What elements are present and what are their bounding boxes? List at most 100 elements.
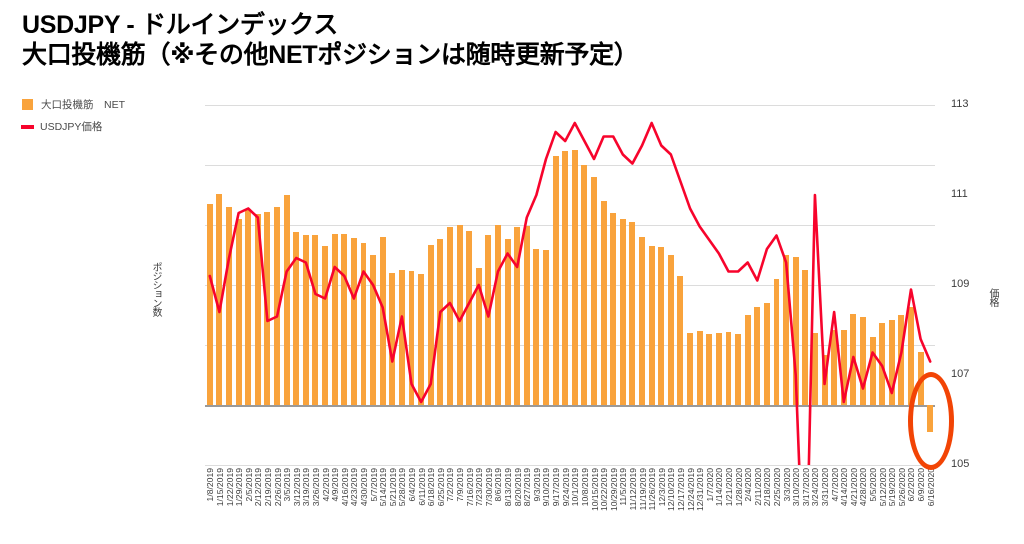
- y-axis-right-tick-label: 107: [951, 368, 970, 380]
- bar: [398, 270, 405, 405]
- x-axis-tick-label: 4/23/2019: [349, 468, 360, 507]
- bar: [667, 255, 674, 405]
- bar: [658, 247, 665, 405]
- bar: [610, 213, 617, 405]
- bar: [504, 239, 511, 405]
- x-axis-tick-label: 8/6/2019: [493, 468, 504, 502]
- legend-label-line: USDJPY価格: [40, 121, 103, 133]
- x-axis-tick-label: 10/8/2019: [579, 468, 590, 507]
- x-axis-tick-label: 1/22/2019: [224, 468, 235, 507]
- x-axis-tick-label: 11/26/2019: [647, 468, 658, 511]
- x-axis-tick-label: 4/9/2019: [330, 468, 341, 502]
- x-axis-tick-label: 2/19/2019: [262, 468, 273, 507]
- bar: [754, 307, 761, 405]
- x-axis-tick-label: 2/12/2019: [253, 468, 264, 507]
- bar: [235, 219, 242, 405]
- x-axis-tick-label: 3/24/2020: [810, 468, 821, 507]
- gridline: [205, 225, 935, 226]
- x-axis-tick-label: 7/2/2019: [445, 468, 456, 502]
- bar: [677, 276, 684, 405]
- gridline: [205, 105, 935, 106]
- bar: [331, 234, 338, 405]
- bar: [629, 222, 636, 405]
- y-axis-right-tick-label: 111: [951, 188, 968, 200]
- y-axis-right-tick-label: 105: [951, 458, 970, 470]
- bar: [274, 207, 280, 405]
- x-axis-tick-label: 2/18/2020: [762, 468, 773, 507]
- bar: [475, 267, 482, 405]
- x-axis-tick-label: 1/15/2019: [214, 468, 225, 507]
- x-axis-tick-label: 11/5/2019: [618, 468, 629, 506]
- bar: [466, 231, 473, 405]
- x-axis-tick-label: 7/23/2019: [474, 468, 485, 507]
- x-axis-tick-label: 5/14/2019: [378, 468, 389, 507]
- bar: [494, 225, 501, 405]
- plot-area: 50000400003000020000100000-10000 1131111…: [205, 98, 969, 470]
- x-axis-tick-label: 1/8/2019: [205, 468, 216, 502]
- bar: [888, 319, 895, 405]
- highlight-ellipse-annotation: [908, 372, 955, 470]
- bar-series: [205, 105, 935, 465]
- bar: [245, 208, 252, 405]
- x-axis-tick-label: 4/14/2020: [839, 468, 850, 507]
- bar: [514, 226, 521, 405]
- bar: [523, 226, 530, 405]
- x-axis-tick-label: 10/1/2019: [570, 468, 581, 507]
- x-axis-tick-label: 6/4/2019: [407, 468, 417, 502]
- x-axis-tick-label: 5/19/2020: [887, 468, 898, 507]
- bar: [792, 256, 799, 405]
- x-axis-tick-label: 6/16/2020: [925, 468, 936, 507]
- bar: [418, 274, 425, 405]
- x-axis-tick-label: 3/5/2019: [282, 468, 293, 502]
- x-axis-tick-label: 5/28/2019: [397, 468, 408, 507]
- bar: [763, 303, 770, 405]
- bar: [600, 201, 607, 405]
- y-axis-right-title: 価格: [987, 288, 998, 306]
- chart-legend: 大口投機筋 NET USDJPY価格: [21, 96, 125, 140]
- bar: [312, 234, 319, 405]
- x-axis-tick-label: 8/27/2019: [522, 468, 533, 507]
- bar: [619, 219, 626, 405]
- bar: [859, 317, 866, 405]
- title-line-2: 大口投機筋（※その他NETポジションは随時更新予定）: [22, 41, 639, 69]
- bar: [226, 207, 232, 405]
- bar: [591, 177, 597, 405]
- bar: [341, 234, 348, 405]
- bar: [840, 330, 847, 405]
- bar: [293, 231, 300, 405]
- legend-item-line[interactable]: USDJPY価格: [21, 118, 125, 135]
- x-axis-tick-label: 6/18/2019: [426, 468, 437, 507]
- bar: [533, 249, 540, 405]
- x-axis-tick-label: 4/28/2020: [858, 468, 869, 507]
- bar: [715, 333, 722, 405]
- bar: [831, 330, 838, 405]
- x-axis-labels: 1/8/2019 1/15/2019 1/22/2019 1/29/2019 2/5/2…: [205, 468, 935, 544]
- gridline: [205, 465, 935, 466]
- x-axis-tick-label: 12/31/2019: [695, 468, 706, 512]
- bar: [696, 331, 703, 405]
- bar: [427, 245, 434, 405]
- chart-title: USDJPY - ドルインデックス 大口投機筋（※その他NETポジションは随時更…: [22, 10, 922, 70]
- bar: [302, 234, 309, 405]
- legend-label-bars: 大口投機筋 NET: [41, 99, 125, 111]
- bar: [744, 315, 751, 405]
- x-axis-tick-label: 11/12/2019: [627, 468, 638, 511]
- x-axis-tick-label: 12/17/2019: [675, 468, 686, 512]
- x-axis-tick-label: 1/14/2020: [714, 468, 725, 507]
- bar: [581, 165, 588, 405]
- x-axis-tick-label: 9/10/2019: [541, 468, 552, 507]
- bar: [543, 249, 549, 405]
- legend-item-bars[interactable]: 大口投機筋 NET: [22, 96, 125, 113]
- x-axis-tick-label: 6/9/2020: [916, 468, 927, 502]
- bar: [254, 214, 261, 405]
- bar: [456, 225, 463, 405]
- legend-swatch-line-icon: [21, 124, 34, 129]
- x-axis-tick-label: 8/13/2019: [503, 468, 514, 507]
- price-line-series: [208, 121, 932, 465]
- bar: [562, 151, 569, 405]
- bar: [908, 306, 914, 405]
- bar: [687, 333, 694, 405]
- bar: [283, 195, 290, 405]
- bar: [648, 246, 655, 405]
